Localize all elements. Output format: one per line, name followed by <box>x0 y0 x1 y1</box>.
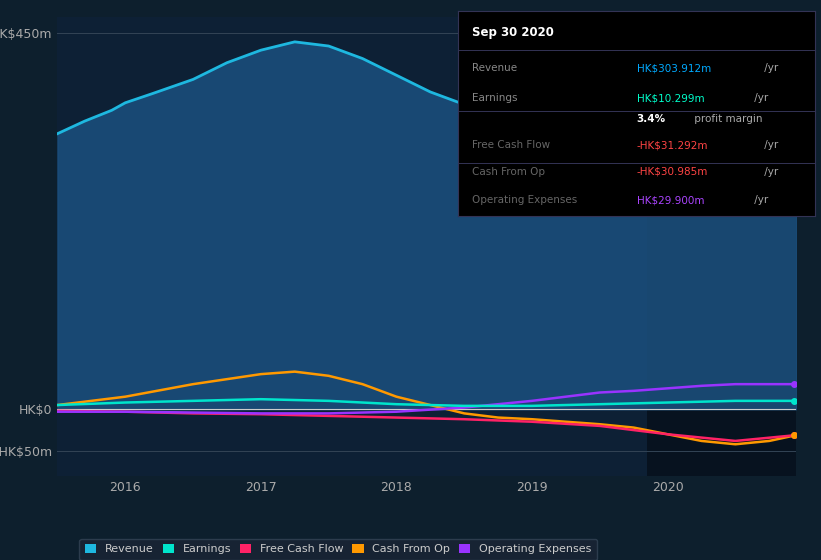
Text: Revenue: Revenue <box>472 63 517 73</box>
Text: -HK$30.985m: -HK$30.985m <box>637 167 708 176</box>
Legend: Revenue, Earnings, Free Cash Flow, Cash From Op, Operating Expenses: Revenue, Earnings, Free Cash Flow, Cash … <box>80 539 597 560</box>
Text: /yr: /yr <box>751 93 768 103</box>
Text: /yr: /yr <box>761 63 778 73</box>
Text: HK$303.912m: HK$303.912m <box>637 63 711 73</box>
Text: /yr: /yr <box>751 195 768 206</box>
Text: Operating Expenses: Operating Expenses <box>472 195 578 206</box>
Text: Cash From Op: Cash From Op <box>472 167 545 176</box>
Text: 3.4%: 3.4% <box>637 114 666 124</box>
Text: Sep 30 2020: Sep 30 2020 <box>472 26 554 39</box>
Text: HK$10.299m: HK$10.299m <box>637 93 704 103</box>
Text: -HK$31.292m: -HK$31.292m <box>637 140 709 150</box>
Text: HK$29.900m: HK$29.900m <box>637 195 704 206</box>
Text: profit margin: profit margin <box>691 114 763 124</box>
Text: Free Cash Flow: Free Cash Flow <box>472 140 551 150</box>
Text: Earnings: Earnings <box>472 93 518 103</box>
Bar <box>647 17 796 476</box>
Text: /yr: /yr <box>761 167 778 176</box>
Text: /yr: /yr <box>761 140 778 150</box>
